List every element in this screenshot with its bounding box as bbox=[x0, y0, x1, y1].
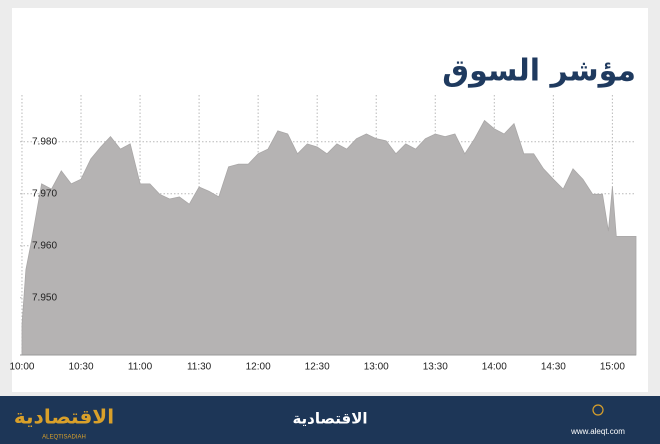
y-tick-label: 7.970 bbox=[32, 188, 57, 199]
x-tick-label: 14:30 bbox=[541, 362, 566, 373]
footer-url: www.aleqt.com bbox=[570, 427, 625, 436]
x-tick-label: 13:30 bbox=[423, 362, 448, 373]
y-tick-label: 7.980 bbox=[32, 136, 57, 147]
footer-logo-latin: ALEQTISADIAH bbox=[42, 435, 86, 441]
footer-brand: الاقتصادية bbox=[292, 410, 367, 428]
footer-bar bbox=[0, 396, 660, 444]
x-tick-label: 11:30 bbox=[187, 362, 212, 373]
y-tick-label: 7.950 bbox=[32, 292, 57, 303]
x-tick-label: 12:00 bbox=[246, 362, 271, 373]
chart-title: مؤشر السوق bbox=[442, 54, 636, 89]
x-tick-label: 12:30 bbox=[305, 362, 330, 373]
area bbox=[21, 119, 637, 356]
x-tick-label: 10:30 bbox=[68, 362, 93, 373]
x-tick-label: 13:00 bbox=[364, 362, 389, 373]
footer-logo: الاقتصادية bbox=[14, 405, 114, 429]
x-tick-label: 11:00 bbox=[128, 362, 153, 373]
x-tick-label: 10:00 bbox=[9, 362, 34, 373]
url-icon bbox=[592, 404, 604, 416]
y-tick-label: 7.960 bbox=[32, 240, 57, 251]
x-tick-label: 14:00 bbox=[482, 362, 507, 373]
x-tick-label: 15:00 bbox=[600, 362, 625, 373]
